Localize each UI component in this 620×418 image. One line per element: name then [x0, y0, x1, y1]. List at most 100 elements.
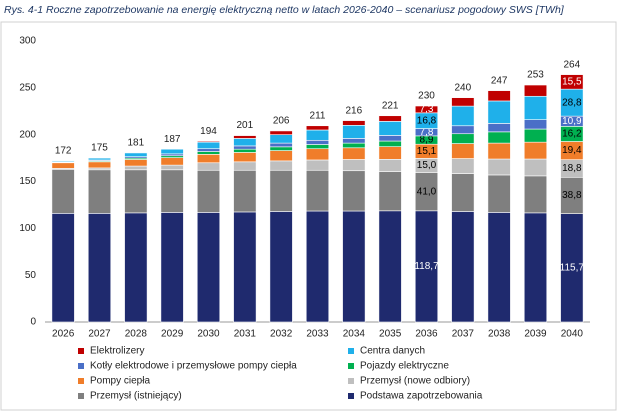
- data-label: 16,8: [417, 115, 437, 126]
- total-label: 211: [310, 110, 326, 121]
- x-tick-label: 2031: [234, 329, 257, 340]
- bar-segment: [343, 171, 366, 211]
- data-label: 28,8: [562, 97, 582, 108]
- x-tick-label: 2026: [52, 329, 75, 340]
- bar-segment: [379, 159, 402, 171]
- data-label: 15,1: [417, 146, 437, 157]
- data-label: 41,0: [417, 186, 437, 197]
- data-label: 15,5: [562, 77, 582, 88]
- legend-swatch: [78, 348, 84, 354]
- bar-segment: [161, 170, 184, 213]
- bar-segment: [488, 123, 511, 131]
- bar-segment: [88, 170, 111, 214]
- bar-segment: [270, 151, 293, 161]
- bar-segment: [52, 169, 75, 213]
- total-label: 194: [200, 126, 217, 137]
- x-tick-label: 2035: [379, 329, 402, 340]
- bar-segment: [452, 98, 475, 106]
- x-tick-label: 2032: [270, 329, 293, 340]
- total-label: 247: [491, 75, 508, 86]
- bar-segment: [270, 131, 293, 135]
- bar-segment: [197, 163, 220, 170]
- bar-segment: [306, 140, 329, 144]
- bar-segment: [306, 211, 329, 322]
- bar-segment: [488, 143, 511, 159]
- data-label: 118,7: [414, 261, 439, 272]
- bar-segment: [379, 211, 402, 322]
- total-label: 175: [91, 143, 108, 154]
- total-label: 216: [345, 105, 362, 116]
- y-tick-label: 100: [19, 223, 36, 234]
- bar-segment: [197, 141, 220, 142]
- legend-swatch: [348, 378, 354, 384]
- x-tick-label: 2036: [415, 329, 438, 340]
- bar-segment: [270, 211, 293, 322]
- x-tick-label: 2034: [343, 329, 366, 340]
- bar-segment: [270, 143, 293, 147]
- bar-segment: [343, 121, 366, 126]
- bar-segment: [234, 146, 257, 149]
- y-tick-label: 200: [19, 129, 36, 140]
- bar-segment: [234, 152, 257, 161]
- legend-label: Podstawa zapotrzebowania: [360, 391, 483, 402]
- bar-segment: [234, 212, 257, 322]
- bar-segment: [270, 135, 293, 143]
- bar-segment: [524, 176, 547, 213]
- total-label: 230: [418, 91, 435, 102]
- bar-segment: [488, 175, 511, 212]
- y-tick-label: 250: [19, 82, 36, 93]
- data-label: 115,7: [560, 262, 585, 273]
- total-label: 187: [164, 134, 181, 145]
- bar-segment: [125, 170, 148, 213]
- total-label: 181: [127, 138, 144, 149]
- data-label: 10,9: [562, 116, 582, 127]
- legend-label: Pompy ciepła: [90, 376, 150, 387]
- total-label: 221: [382, 100, 399, 111]
- bar-segment: [343, 125, 366, 138]
- bar-segment: [379, 171, 402, 210]
- bar-segment: [524, 159, 547, 176]
- bar-segment: [306, 130, 329, 140]
- y-tick-label: 0: [30, 317, 36, 328]
- bar-segment: [52, 161, 75, 162]
- y-tick-label: 150: [19, 176, 36, 187]
- bar-segment: [488, 132, 511, 143]
- x-tick-label: 2029: [161, 329, 184, 340]
- bar-segment: [524, 142, 547, 159]
- bar-segment: [306, 126, 329, 130]
- bar-segment: [270, 161, 293, 170]
- x-tick-label: 2040: [561, 329, 584, 340]
- bar-segment: [197, 149, 220, 152]
- bar-segment: [306, 170, 329, 211]
- x-tick-label: 2028: [125, 329, 148, 340]
- bar-segment: [488, 159, 511, 175]
- legend-swatch: [78, 393, 84, 399]
- bar-segment: [161, 212, 184, 322]
- x-tick-label: 2027: [88, 329, 111, 340]
- bar-segment: [524, 129, 547, 142]
- legend-label: Kotły elektrodowe i przemysłowe pompy ci…: [90, 361, 297, 372]
- data-label: 19,4: [562, 145, 582, 156]
- chart-title: Rys. 4-1 Roczne zapotrzebowanie na energ…: [4, 4, 565, 16]
- bar-segment: [379, 121, 402, 135]
- bar-segment: [197, 152, 220, 155]
- bar-segment: [488, 212, 511, 322]
- bar-segment: [125, 153, 148, 157]
- bar-segment: [452, 211, 475, 322]
- bar-segment: [88, 162, 111, 168]
- bar-segment: [270, 147, 293, 151]
- legend-swatch: [348, 363, 354, 369]
- bar-segment: [125, 213, 148, 322]
- bar-segment: [343, 143, 366, 148]
- bar-segment: [161, 149, 184, 154]
- bar-segment: [52, 213, 75, 322]
- bar-segment: [379, 141, 402, 147]
- total-label: 172: [55, 146, 72, 157]
- data-label: 16,2: [562, 129, 582, 140]
- bar-segment: [452, 159, 475, 174]
- legend-swatch: [348, 393, 354, 399]
- bar-segment: [306, 160, 329, 170]
- legend-swatch: [78, 363, 84, 369]
- legend-label: Centra danych: [360, 346, 425, 357]
- total-label: 240: [454, 82, 471, 93]
